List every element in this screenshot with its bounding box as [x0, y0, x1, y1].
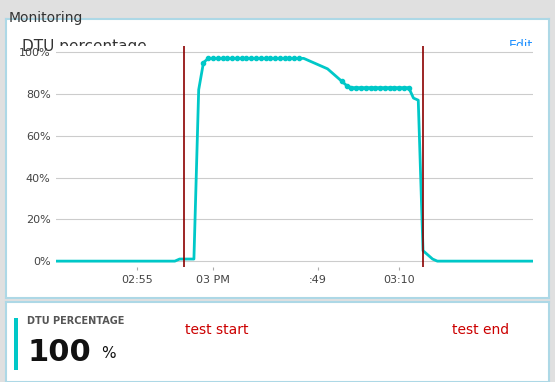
Text: Monitoring: Monitoring	[8, 11, 83, 26]
Text: DTU PERCENTAGE: DTU PERCENTAGE	[27, 316, 125, 326]
Text: test end: test end	[452, 323, 509, 337]
Bar	[14, 318, 18, 370]
Text: %: %	[101, 346, 115, 361]
Text: test start: test start	[185, 323, 249, 337]
Text: Edit: Edit	[509, 39, 533, 52]
Text: 100: 100	[27, 338, 91, 367]
Text: DTU percentage: DTU percentage	[22, 39, 147, 53]
